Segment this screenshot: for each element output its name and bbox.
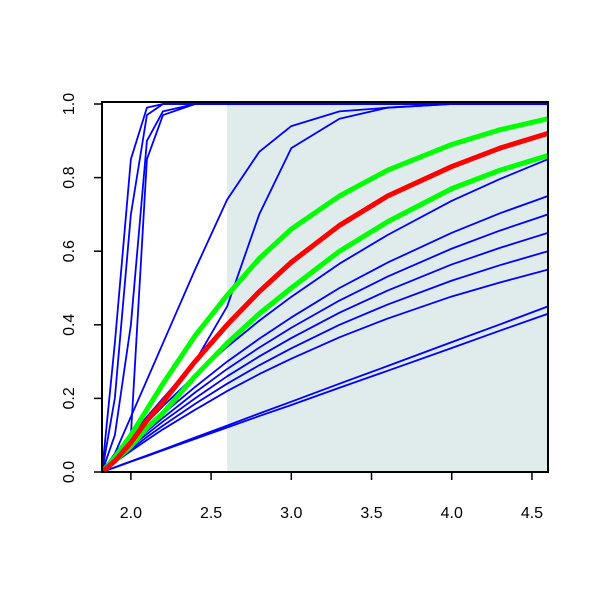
x-tick-label: 3.5: [360, 505, 382, 522]
x-tick-label: 2.0: [120, 505, 142, 522]
series-line: [102, 131, 548, 472]
lines: [102, 103, 548, 472]
y-tick-label: 0.8: [61, 166, 78, 188]
y-tick-label: 0.4: [61, 314, 78, 336]
y-tick-label: 0.0: [61, 461, 78, 483]
y-tick-label: 0.2: [61, 387, 78, 409]
series-line: [102, 312, 548, 472]
y-tick-label: 0.6: [61, 240, 78, 262]
shaded-region: [227, 104, 548, 472]
series-line: [102, 116, 548, 472]
x-tick-label: 4.0: [441, 505, 463, 522]
x-tick-label: 3.0: [280, 505, 302, 522]
x-tick-label: 4.5: [521, 505, 543, 522]
plot-frame: [101, 101, 549, 473]
series-line: [102, 153, 548, 472]
y-tick-label: 1.0: [61, 93, 78, 115]
series-line: [102, 250, 548, 472]
x-tick-label: 2.5: [200, 505, 222, 522]
series-line: [102, 268, 548, 472]
